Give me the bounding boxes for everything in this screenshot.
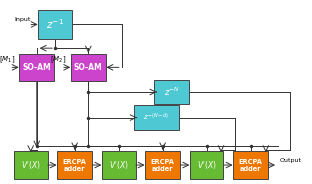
Text: $z^{-(N-d)}$: $z^{-(N-d)}$ <box>144 112 170 123</box>
Text: SO-AM: SO-AM <box>74 63 103 72</box>
Text: $V'(X)$: $V'(X)$ <box>197 159 217 171</box>
FancyBboxPatch shape <box>71 54 106 81</box>
Text: $z^{-N}$: $z^{-N}$ <box>164 86 180 98</box>
Text: ERCPA
adder: ERCPA adder <box>151 159 175 171</box>
FancyBboxPatch shape <box>14 151 47 179</box>
Text: $V'(X)$: $V'(X)$ <box>109 159 129 171</box>
FancyBboxPatch shape <box>19 54 54 81</box>
FancyBboxPatch shape <box>154 80 189 104</box>
Text: $[M_1]$: $[M_1]$ <box>0 55 15 65</box>
Text: SO-AM: SO-AM <box>22 63 51 72</box>
FancyBboxPatch shape <box>145 151 180 179</box>
Text: Output: Output <box>280 158 301 163</box>
FancyBboxPatch shape <box>134 105 179 130</box>
FancyBboxPatch shape <box>190 151 223 179</box>
FancyBboxPatch shape <box>38 10 72 39</box>
Text: $z^{-1}$: $z^{-1}$ <box>46 17 64 31</box>
Text: Input: Input <box>15 17 31 22</box>
Text: $V'(X)$: $V'(X)$ <box>21 159 41 171</box>
FancyBboxPatch shape <box>233 151 268 179</box>
Text: $[M_2]$: $[M_2]$ <box>51 55 67 65</box>
FancyBboxPatch shape <box>57 151 92 179</box>
FancyBboxPatch shape <box>102 151 135 179</box>
Text: ERCPA
adder: ERCPA adder <box>63 159 87 171</box>
Text: ERCPA
adder: ERCPA adder <box>239 159 263 171</box>
